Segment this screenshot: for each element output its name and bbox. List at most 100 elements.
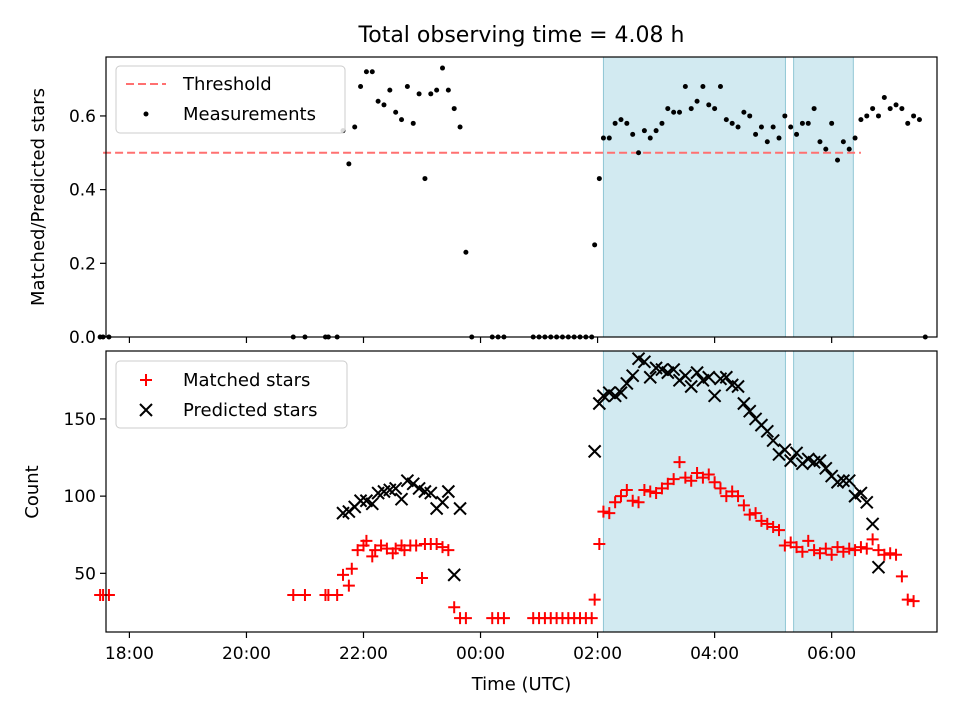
- predicted-star-point: [447, 568, 461, 582]
- matched-star-point: [585, 612, 598, 625]
- measurement-point: [671, 109, 677, 115]
- measurement-point: [434, 87, 440, 93]
- matched-star-point: [337, 568, 350, 581]
- matched-star-point: [673, 456, 686, 469]
- matched-star-point: [901, 593, 914, 606]
- bottom-axes-frame: [105, 350, 938, 633]
- predicted-star-point: [854, 486, 868, 500]
- predicted-star-point: [592, 396, 607, 411]
- predicted-star-point: [731, 379, 745, 394]
- measurement-point: [829, 120, 835, 126]
- legend-matched-swatch: [140, 374, 152, 386]
- top-shaded-regions: [602, 56, 854, 338]
- measurement-point: [788, 124, 794, 130]
- predicted-star-point: [707, 389, 722, 403]
- measurement-point: [439, 65, 445, 71]
- predicted-star-point: [388, 481, 403, 496]
- matched-star-point: [667, 473, 680, 486]
- measurement-point: [428, 91, 434, 97]
- measurement-point: [753, 131, 759, 137]
- predicted-star-point: [620, 376, 634, 391]
- measurement-point: [700, 83, 706, 89]
- measurement-point: [893, 102, 899, 108]
- matched-star-point: [796, 545, 809, 558]
- predicted-star-point: [441, 484, 456, 499]
- top-x-ticks: [128, 337, 833, 343]
- x-tick-label: 06:00: [807, 644, 856, 664]
- measurement-point: [864, 113, 870, 119]
- measurement-point: [363, 69, 369, 75]
- matched-star-point: [895, 570, 908, 583]
- measurement-point: [694, 98, 700, 104]
- top-panel: 0.0 0.2 0.4 0.6 Matched/Predicted stars Thr…: [28, 56, 938, 348]
- measurement-point: [358, 83, 364, 89]
- measurement-point: [840, 139, 846, 145]
- predicted-star-point: [625, 368, 640, 383]
- matched-star-point: [854, 541, 867, 554]
- measurement-point: [899, 106, 905, 112]
- measurement-point: [776, 135, 782, 141]
- predicted-star-point: [719, 370, 734, 384]
- predicted-star-point: [737, 396, 751, 411]
- x-tick-label: 18:00: [105, 644, 154, 664]
- measurement-point: [416, 91, 422, 97]
- x-tick-label: 00:00: [456, 644, 505, 664]
- predicted-star-point: [813, 453, 827, 468]
- measurement-point: [636, 150, 642, 156]
- measurement-point: [735, 124, 741, 130]
- predicted-star-point: [435, 495, 450, 510]
- matched-star-point: [732, 490, 745, 503]
- measurement-point: [346, 161, 352, 167]
- predicted-star-point: [819, 461, 833, 476]
- measurement-point: [422, 176, 428, 182]
- legend-matched-label: Matched stars: [183, 370, 310, 391]
- matched-stars-points: [94, 456, 920, 625]
- matched-star-point: [749, 507, 762, 520]
- matched-star-point: [620, 483, 633, 496]
- measurement-point: [596, 176, 602, 182]
- measurement-point: [747, 113, 753, 119]
- matched-star-point: [609, 496, 622, 509]
- measurement-point: [653, 128, 659, 134]
- matched-star-point: [597, 505, 610, 518]
- shaded-interval-1: [602, 350, 786, 633]
- measurement-point: [665, 106, 671, 112]
- top-y-ticks: 0.0 0.2 0.4 0.6: [69, 107, 106, 348]
- measurement-point: [682, 83, 688, 89]
- measurement-point: [375, 98, 381, 104]
- measurement-point: [887, 106, 893, 112]
- measurement-point: [592, 242, 598, 248]
- matched-star-point: [416, 571, 429, 584]
- matched-star-point: [866, 533, 879, 546]
- measurement-point: [677, 109, 683, 115]
- measurement-point: [463, 249, 469, 255]
- matched-star-point: [802, 534, 815, 547]
- matched-star-point: [890, 548, 903, 561]
- measurement-point: [799, 120, 805, 126]
- matched-star-point: [702, 468, 715, 481]
- top-y-axis-label: Matched/Predicted stars: [28, 88, 49, 306]
- x-axis-label: Time (UTC): [471, 674, 572, 695]
- measurement-point: [717, 83, 723, 89]
- measurement-point: [399, 117, 405, 123]
- matched-star-point: [442, 544, 455, 557]
- measurement-point: [805, 120, 811, 126]
- predicted-star-point: [860, 495, 874, 510]
- measurement-point: [712, 106, 718, 112]
- matched-star-point: [430, 537, 443, 550]
- predicted-star-point: [365, 497, 379, 511]
- matched-star-point: [459, 612, 472, 625]
- measurement-point: [817, 139, 823, 145]
- measurement-point: [369, 69, 375, 75]
- matched-star-point: [102, 588, 115, 601]
- measurement-point: [618, 117, 624, 123]
- measurement-point: [916, 117, 922, 123]
- matched-star-point: [708, 476, 721, 489]
- legend-measurement-swatch: [143, 111, 149, 117]
- matched-star-point: [366, 550, 379, 563]
- predicted-stars-points: [336, 352, 886, 582]
- matched-star-point: [593, 537, 606, 550]
- predicted-star-point: [865, 517, 880, 531]
- predicted-star-point: [394, 492, 409, 506]
